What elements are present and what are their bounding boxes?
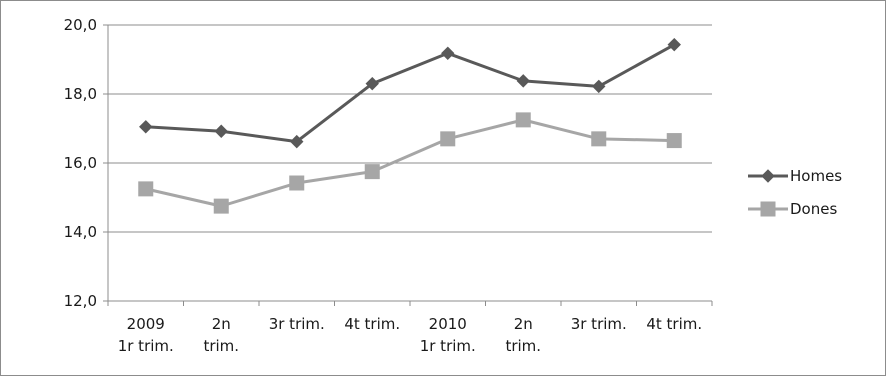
gridlines xyxy=(108,24,712,233)
data-point-homes xyxy=(667,37,681,52)
x-tick-label: 2009 1r trim. xyxy=(118,315,174,355)
data-point-dones xyxy=(213,198,229,214)
x-tick-label: 2n trim. xyxy=(203,315,239,355)
legend-marker-dones xyxy=(760,201,776,217)
y-tick-label: 14,0 xyxy=(64,223,97,241)
axes xyxy=(103,24,713,306)
x-tick-label: 4t trim. xyxy=(646,315,702,333)
data-point-dones xyxy=(591,131,607,147)
y-tick-label: 20,0 xyxy=(64,16,97,34)
x-tick-label: 3r trim. xyxy=(571,315,627,333)
data-point-homes xyxy=(290,134,304,149)
x-tick-label: 2010 1r trim. xyxy=(420,315,476,355)
y-tick-label: 12,0 xyxy=(64,292,97,310)
x-tick-label: 4t trim. xyxy=(344,315,400,333)
data-point-homes xyxy=(365,76,379,91)
x-tick-label: 2n trim. xyxy=(505,315,541,355)
legend-label-homes: Homes xyxy=(790,167,842,185)
y-tick-label: 16,0 xyxy=(64,154,97,172)
data-point-dones xyxy=(440,131,456,147)
data-point-homes xyxy=(592,79,606,94)
data-point-homes xyxy=(139,120,153,134)
y-axis-tick-labels: 12,0 14,0 16,0 18,0 20,0 xyxy=(64,16,97,310)
data-point-homes xyxy=(214,124,228,138)
data-point-dones xyxy=(364,164,380,180)
series-line-homes xyxy=(145,43,675,144)
x-axis-tick-labels: 2009 1r trim. 2n trim. 3r trim. 4t trim. 2010 1… xyxy=(118,315,702,355)
data-point-dones xyxy=(138,181,154,197)
legend-marker-homes xyxy=(761,169,775,183)
data-point-dones xyxy=(515,112,531,128)
data-point-dones xyxy=(289,175,305,191)
legend: Homes Dones xyxy=(748,167,842,218)
legend-label-dones: Dones xyxy=(790,200,837,218)
data-point-homes xyxy=(441,46,455,60)
series-line-dones xyxy=(145,118,675,208)
data-point-homes xyxy=(516,74,530,88)
data-point-dones xyxy=(666,133,682,149)
data-series xyxy=(138,37,682,214)
y-tick-label: 18,0 xyxy=(64,85,97,103)
x-tick-label: 3r trim. xyxy=(269,315,325,333)
